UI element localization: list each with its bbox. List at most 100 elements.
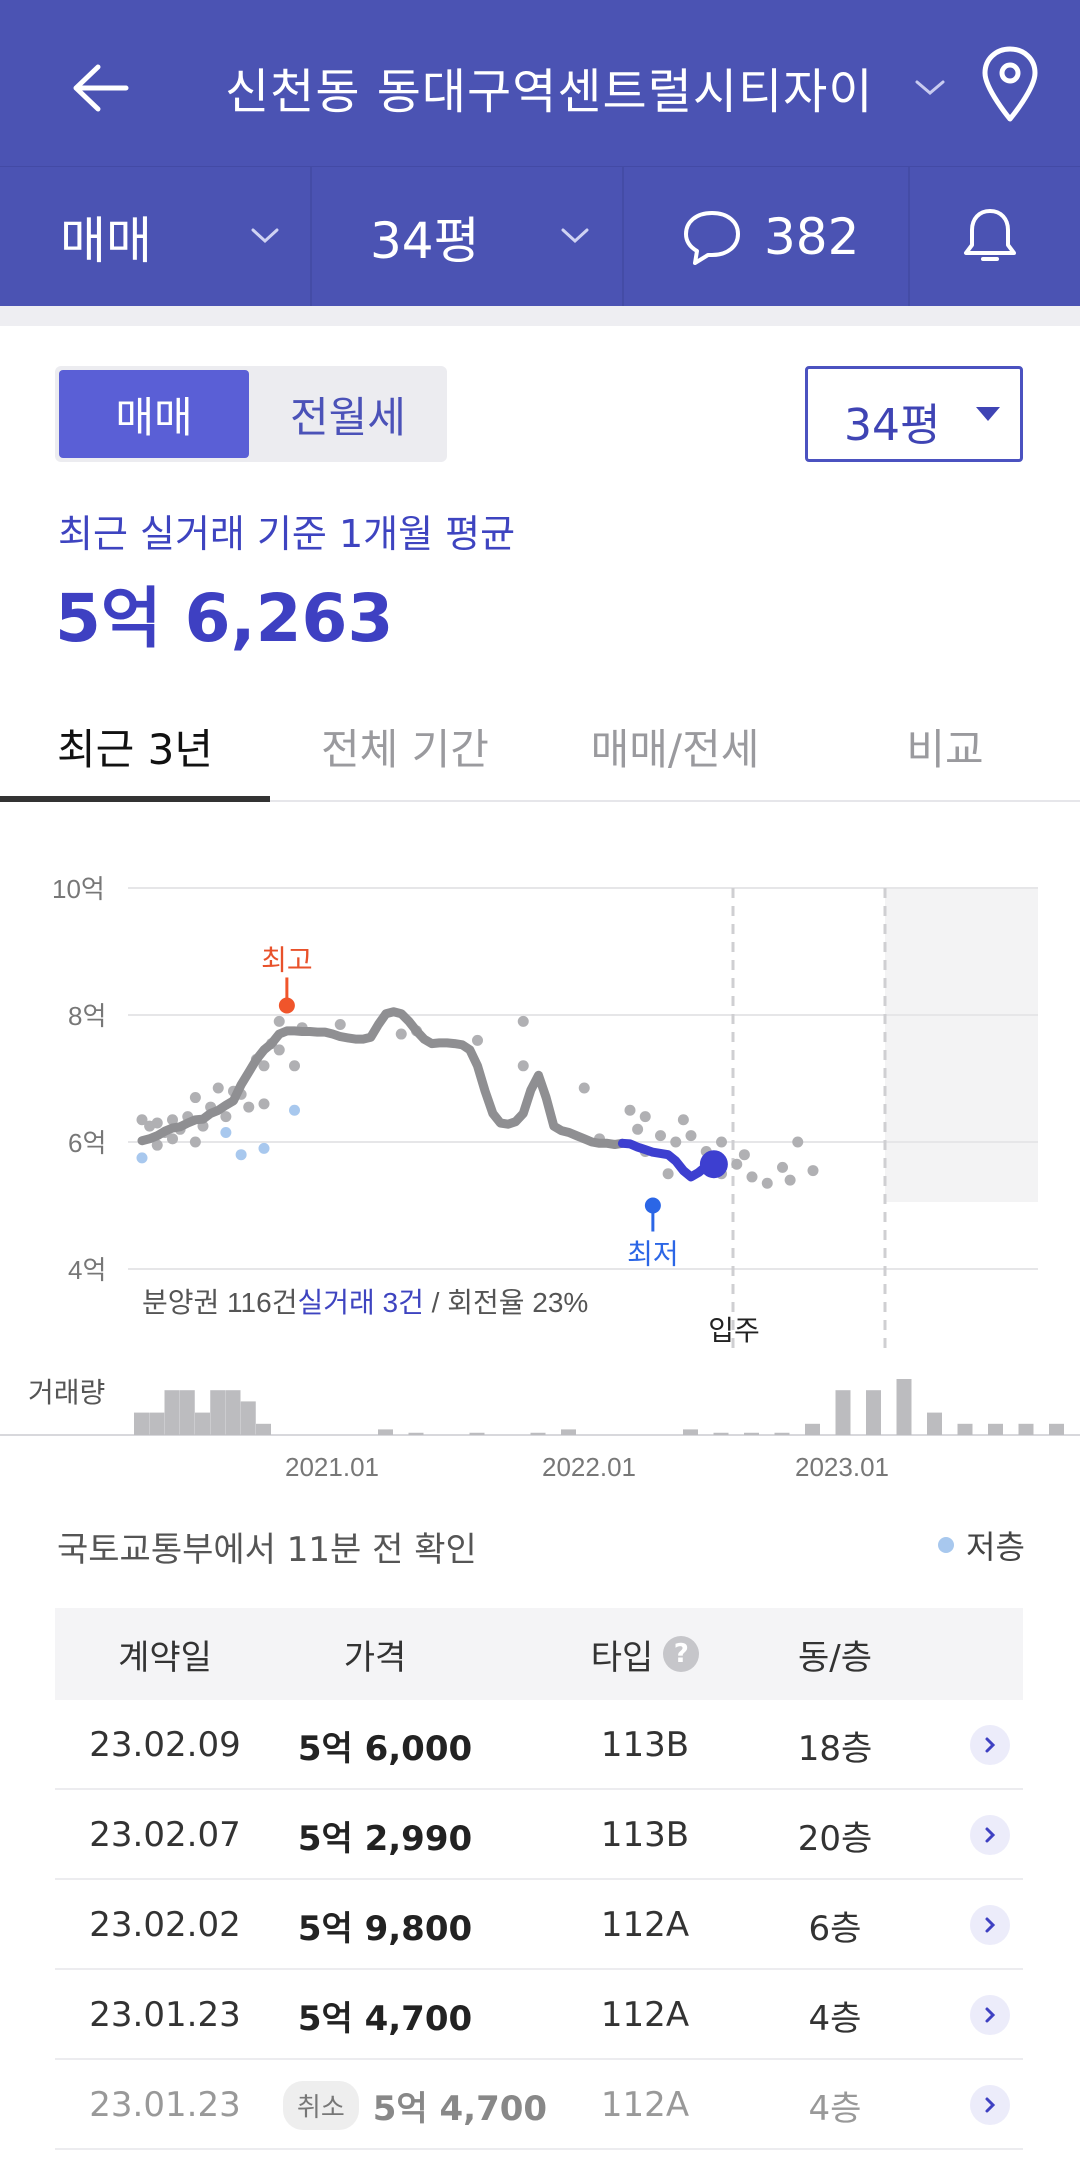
size-dropdown[interactable]: 34평 <box>370 167 620 307</box>
volume-bar <box>1018 1423 1034 1435</box>
speech-bubble-icon <box>684 211 740 265</box>
row-price: 5억 9,800 <box>297 1908 473 1949</box>
legend-low-floor: 저층 <box>938 1522 1025 1568</box>
trend-line <box>137 1007 627 1149</box>
volume-bar <box>210 1390 226 1435</box>
transaction-point <box>289 1060 300 1072</box>
volume-bar <box>683 1429 698 1435</box>
row-type: 112A <box>600 1995 690 2035</box>
volume-bar <box>927 1412 942 1435</box>
tab-all-period[interactable]: 전체 기간 <box>321 724 489 774</box>
row-detail-button[interactable] <box>970 1905 1010 1945</box>
low-floor-point <box>258 1142 270 1154</box>
chevron-down-icon <box>251 228 279 244</box>
volume-bar <box>256 1423 271 1435</box>
transaction-point <box>731 1158 743 1170</box>
x-tick-label: 2021.01 <box>285 1452 379 1482</box>
transaction-point <box>334 1019 346 1031</box>
transaction-point <box>784 1174 796 1186</box>
chevron-right-icon <box>985 1737 996 1753</box>
transaction-point <box>624 1104 636 1116</box>
complex-title[interactable]: 신천동 동대구역센트럴시티자이 <box>225 64 874 120</box>
chevron-right-icon <box>985 2007 996 2023</box>
row-detail-button[interactable] <box>970 2085 1010 2125</box>
caret-down-icon <box>976 407 1000 421</box>
transaction-point <box>761 1177 773 1189</box>
segment-rent[interactable]: 전월세 <box>290 392 406 442</box>
tab-sale-jeonse[interactable]: 매매/전세 <box>590 724 760 774</box>
volume-bar <box>179 1390 195 1435</box>
low-label: 최저 <box>627 1239 679 1270</box>
transaction-point <box>151 1139 163 1151</box>
transaction-point <box>273 1015 285 1027</box>
back-button[interactable] <box>60 48 140 128</box>
tab-recent-3y[interactable]: 최근 3년 <box>57 724 213 774</box>
volume-bar <box>713 1432 729 1435</box>
transaction-point <box>212 1082 224 1094</box>
volume-bar <box>805 1423 820 1435</box>
transactions-table: 계약일 가격 타입 ? 동/층 23.02.09 5억 6,000 113B 1… <box>55 1608 1023 2150</box>
transaction-point <box>395 1028 407 1040</box>
chevron-right-icon <box>985 1827 996 1843</box>
table-row-cancelled[interactable]: 23.01.23 취소 5억 4,700 112A 4층 <box>55 2060 1023 2150</box>
transaction-point <box>807 1165 819 1177</box>
table-row[interactable]: 23.01.23 5억 4,700 112A 4층 <box>55 1970 1023 2060</box>
period-tabs: 최근 3년 전체 기간 매매/전세 비교 <box>0 690 1080 802</box>
trade-type-label: 매매 <box>60 212 152 270</box>
volume-bar <box>866 1390 881 1435</box>
y-tick-label: 4억 <box>68 1255 106 1285</box>
volume-bar <box>408 1432 424 1435</box>
average-value: 5억 6,263 <box>55 580 394 657</box>
filter-bar: 매매 34평 382 <box>0 166 1080 307</box>
header-date: 계약일 <box>118 1637 212 1678</box>
trade-segment-control: 매매 전월세 <box>55 366 447 462</box>
volume-bar <box>378 1429 393 1435</box>
row-floor: 18층 <box>797 1728 873 1769</box>
row-detail-button[interactable] <box>970 1995 1010 2035</box>
row-type: 113B <box>600 1725 690 1765</box>
comments-button[interactable]: 382 <box>680 167 900 307</box>
location-pin-icon[interactable] <box>975 45 1045 125</box>
table-row[interactable]: 23.02.02 5억 9,800 112A 6층 <box>55 1880 1023 1970</box>
transaction-point <box>670 1136 682 1148</box>
transaction-point <box>189 1136 201 1148</box>
transaction-point <box>151 1117 163 1129</box>
transaction-point <box>472 1034 483 1046</box>
table-row[interactable]: 23.02.09 5억 6,000 113B 18층 <box>55 1700 1023 1790</box>
row-detail-button[interactable] <box>970 1815 1010 1855</box>
price-chart[interactable]: 10억 8억 6억 4억 최고 최저 분양권 116건실거래 3건 / 회전율 … <box>0 820 1080 1500</box>
volume-bar <box>164 1390 180 1435</box>
volume-bar <box>835 1390 851 1435</box>
help-icon[interactable]: ? <box>663 1636 700 1672</box>
transaction-point <box>517 1015 529 1027</box>
size-select[interactable]: 34평 <box>805 366 1023 462</box>
volume-bar <box>896 1379 912 1435</box>
tab-compare[interactable]: 비교 <box>906 724 984 774</box>
row-date: 23.02.02 <box>89 1905 241 1945</box>
top-header: 신천동 동대구역센트럴시티자이 <box>0 0 1080 166</box>
future-area <box>885 888 1038 1202</box>
notification-button[interactable] <box>960 167 1060 307</box>
volume-bar <box>988 1423 1003 1435</box>
table-row[interactable]: 23.02.07 5억 2,990 113B 20층 <box>55 1790 1023 1880</box>
row-type: 112A <box>600 2085 690 2125</box>
volume-bar <box>1049 1423 1064 1435</box>
row-price: 5억 4,700 <box>297 1998 473 2039</box>
row-type: 113B <box>600 1815 690 1855</box>
volume-bar <box>530 1432 546 1435</box>
chevron-down-icon[interactable] <box>905 62 955 112</box>
back-arrow-icon <box>73 64 129 112</box>
row-detail-button[interactable] <box>970 1725 1010 1765</box>
trade-type-dropdown[interactable]: 매매 <box>60 167 310 307</box>
chevron-right-icon <box>985 1917 996 1933</box>
transaction-point <box>189 1092 201 1104</box>
high-marker: 최고 <box>261 944 313 1014</box>
section-divider <box>0 306 1080 326</box>
transaction-point <box>258 1060 270 1072</box>
move-in-label: 입주 <box>708 1315 760 1346</box>
transaction-point <box>685 1130 697 1142</box>
segment-sale[interactable]: 매매 <box>59 370 249 458</box>
y-tick-label: 10억 <box>52 874 105 904</box>
row-floor: 4층 <box>808 2088 862 2129</box>
x-tick-label: 2023.01 <box>795 1452 889 1482</box>
